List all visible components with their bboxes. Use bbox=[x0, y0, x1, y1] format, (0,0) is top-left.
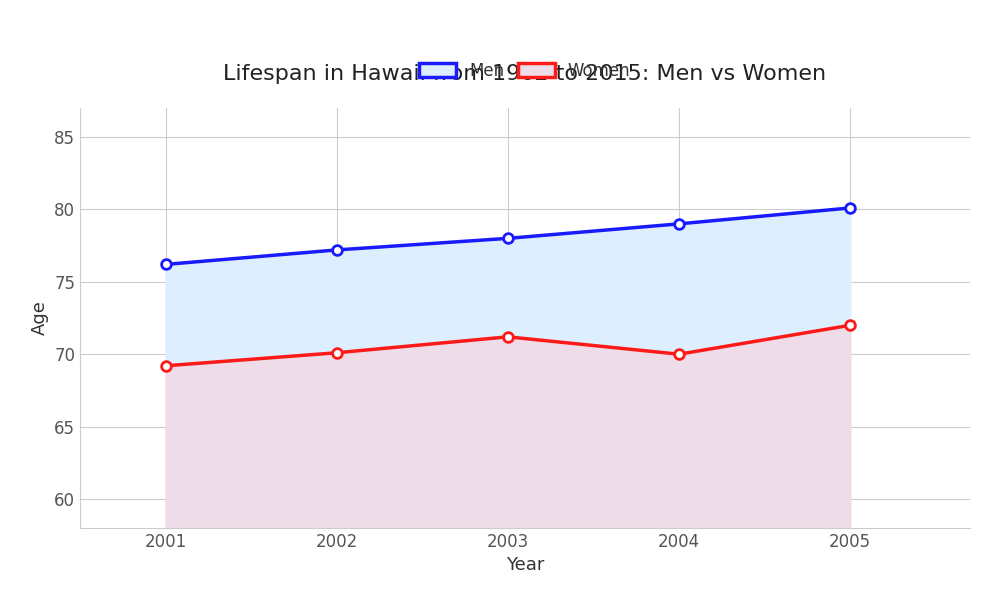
Legend: Men, Women: Men, Women bbox=[419, 62, 631, 80]
Title: Lifespan in Hawaii from 1962 to 2015: Men vs Women: Lifespan in Hawaii from 1962 to 2015: Me… bbox=[223, 64, 827, 84]
Y-axis label: Age: Age bbox=[31, 301, 49, 335]
X-axis label: Year: Year bbox=[506, 556, 544, 574]
